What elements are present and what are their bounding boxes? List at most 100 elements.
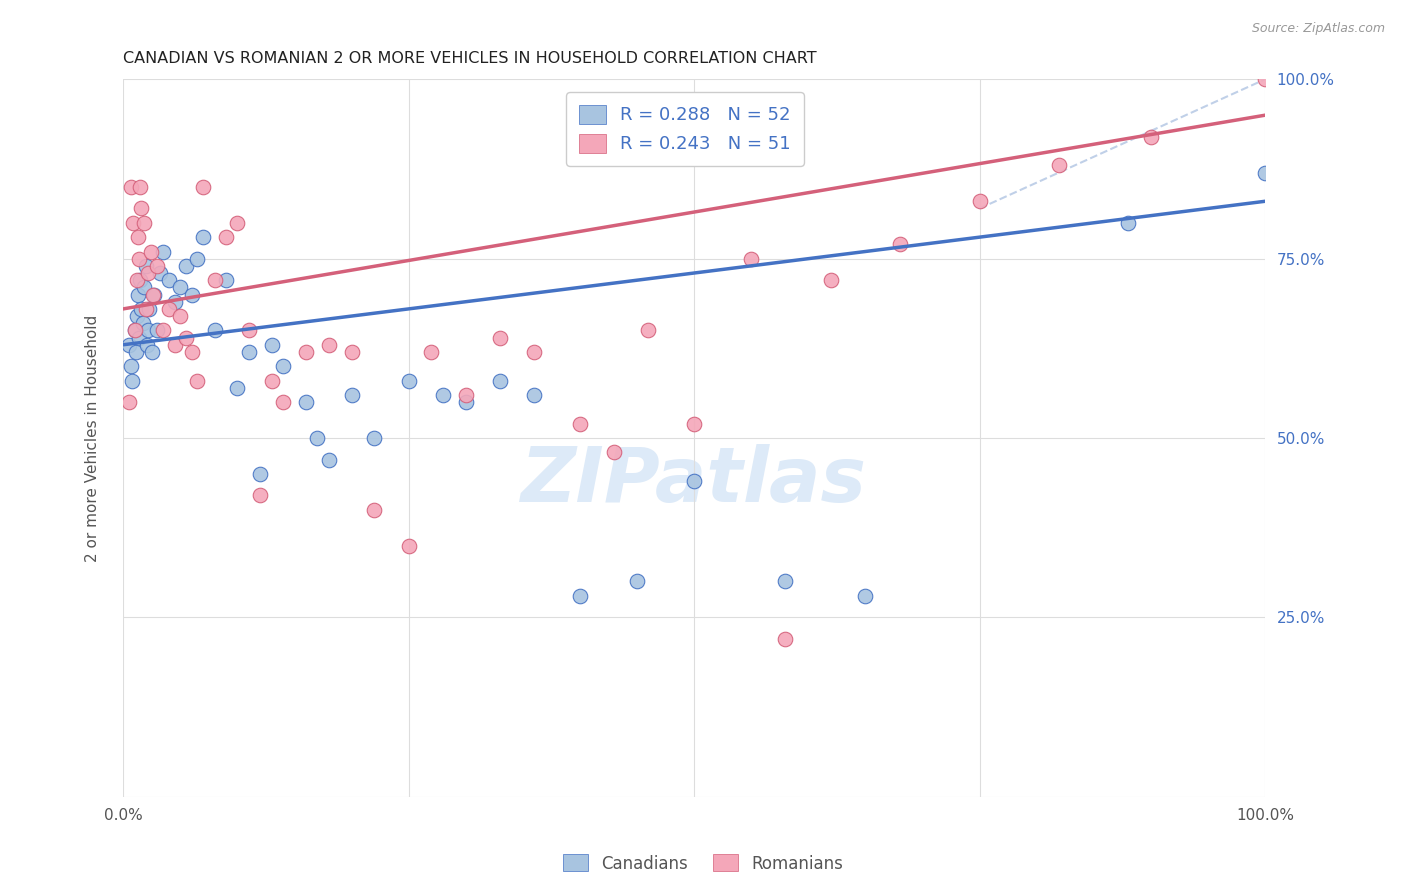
Point — [969, 194, 991, 209]
Point — [204, 273, 226, 287]
Point — [568, 589, 591, 603]
Point — [340, 345, 363, 359]
Point — [740, 252, 762, 266]
Point — [853, 589, 876, 603]
Point — [1116, 216, 1139, 230]
Point — [454, 395, 477, 409]
Point — [135, 301, 157, 316]
Point — [191, 180, 214, 194]
Point — [820, 273, 842, 287]
Point — [295, 395, 318, 409]
Text: Source: ZipAtlas.com: Source: ZipAtlas.com — [1251, 22, 1385, 36]
Text: CANADIAN VS ROMANIAN 2 OR MORE VEHICLES IN HOUSEHOLD CORRELATION CHART: CANADIAN VS ROMANIAN 2 OR MORE VEHICLES … — [124, 51, 817, 66]
Point — [249, 488, 271, 502]
Point — [169, 309, 191, 323]
Point — [775, 574, 797, 589]
Point — [131, 301, 153, 316]
Point — [398, 374, 420, 388]
Point — [454, 388, 477, 402]
Point — [191, 230, 214, 244]
Point — [295, 345, 318, 359]
Point — [398, 539, 420, 553]
Point — [138, 323, 160, 337]
Point — [626, 574, 648, 589]
Point — [125, 309, 148, 323]
Point — [128, 252, 150, 266]
Point — [523, 345, 546, 359]
Point — [132, 280, 155, 294]
Point — [127, 287, 149, 301]
Point — [1254, 72, 1277, 87]
Point — [157, 273, 180, 287]
Point — [174, 330, 197, 344]
Point — [215, 230, 238, 244]
Point — [157, 301, 180, 316]
Point — [186, 374, 208, 388]
Point — [128, 330, 150, 344]
Y-axis label: 2 or more Vehicles in Household: 2 or more Vehicles in Household — [86, 314, 100, 562]
Point — [226, 381, 249, 395]
Point — [129, 180, 152, 194]
Point — [135, 259, 157, 273]
Point — [568, 417, 591, 431]
Point — [152, 244, 174, 259]
Point — [432, 388, 454, 402]
Point — [318, 337, 340, 351]
Point — [169, 280, 191, 294]
Point — [132, 216, 155, 230]
Point — [146, 323, 169, 337]
Point — [238, 345, 260, 359]
Point — [683, 417, 706, 431]
Point — [129, 273, 152, 287]
Point — [138, 301, 160, 316]
Point — [204, 323, 226, 337]
Point — [238, 323, 260, 337]
Point — [146, 259, 169, 273]
Point — [226, 216, 249, 230]
Point — [121, 374, 143, 388]
Point — [125, 345, 148, 359]
Point — [603, 445, 626, 459]
Point — [180, 287, 202, 301]
Point — [271, 395, 294, 409]
Point — [143, 287, 166, 301]
Point — [152, 323, 174, 337]
Point — [363, 502, 385, 516]
Point — [523, 388, 546, 402]
Point — [318, 452, 340, 467]
Point — [142, 287, 165, 301]
Point — [271, 359, 294, 374]
Point — [120, 180, 142, 194]
Point — [118, 337, 141, 351]
Point — [139, 244, 162, 259]
Point — [122, 216, 145, 230]
Point — [131, 316, 153, 330]
Point — [260, 374, 283, 388]
Point — [889, 237, 911, 252]
Point — [489, 330, 512, 344]
Point — [136, 337, 159, 351]
Point — [186, 252, 208, 266]
Point — [489, 374, 512, 388]
Point — [141, 345, 163, 359]
Point — [1139, 129, 1161, 144]
Point — [124, 323, 146, 337]
Point — [174, 259, 197, 273]
Point — [249, 467, 271, 481]
Point — [1254, 165, 1277, 179]
Legend: R = 0.288   N = 52, R = 0.243   N = 51: R = 0.288 N = 52, R = 0.243 N = 51 — [567, 92, 804, 166]
Point — [180, 345, 202, 359]
Point — [363, 431, 385, 445]
Point — [125, 273, 148, 287]
Point — [120, 359, 142, 374]
Point — [775, 632, 797, 646]
Point — [260, 337, 283, 351]
Point — [118, 395, 141, 409]
Point — [340, 388, 363, 402]
Point — [215, 273, 238, 287]
Point — [307, 431, 329, 445]
Point — [420, 345, 443, 359]
Point — [149, 266, 172, 280]
Point — [163, 337, 186, 351]
Point — [131, 202, 153, 216]
